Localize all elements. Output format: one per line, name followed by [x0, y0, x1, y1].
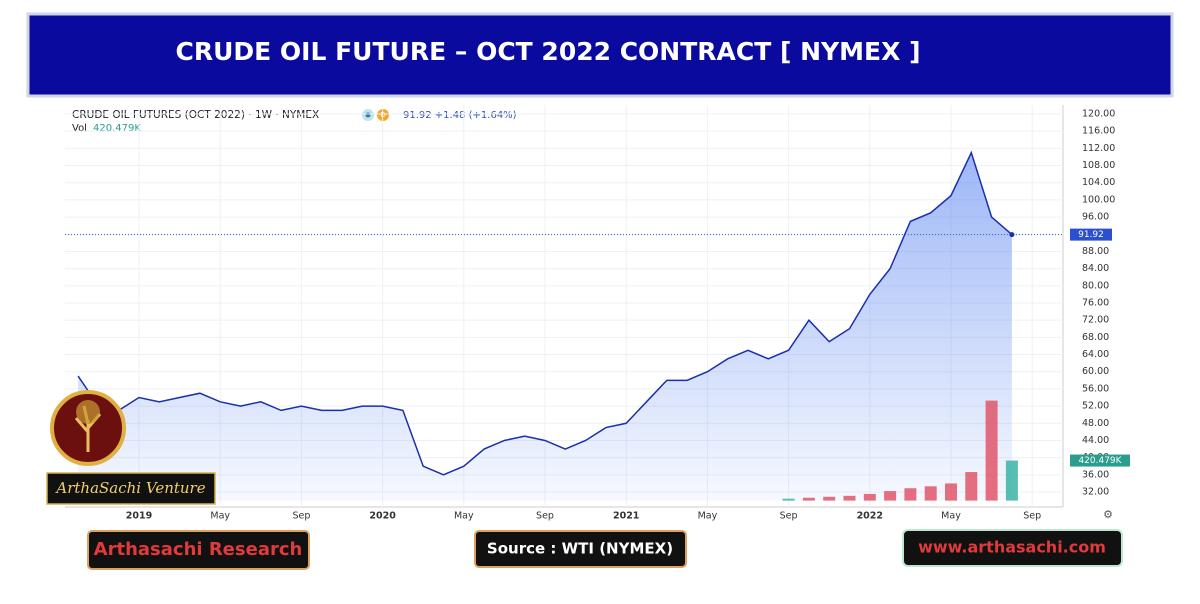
y-tick-label: 60.00: [1082, 366, 1109, 377]
volume-tag-label: 420.479K: [1078, 456, 1122, 466]
volume-bar: [782, 498, 795, 501]
y-tick-label: 32.00: [1082, 487, 1109, 498]
volume-text: 420.479K: [93, 123, 141, 134]
y-tick-label: 44.00: [1082, 435, 1109, 446]
plot: 32.0036.0040.0044.0048.0052.0056.0060.00…: [65, 105, 1130, 522]
price-line: [77, 150, 1013, 476]
logo-text: ArthaSachi Venture: [54, 479, 205, 497]
y-tick-label: 72.00: [1082, 315, 1109, 326]
volume-bar: [843, 495, 856, 501]
volume-bar: [945, 483, 957, 501]
volume-bar: [904, 488, 917, 501]
price-tag-label: 91.92: [1078, 230, 1104, 240]
y-tick-label: 48.00: [1082, 418, 1109, 429]
y-tick-label: 120.00: [1082, 108, 1115, 119]
y-tick-label: 112.00: [1082, 143, 1115, 154]
status-dot-inner: [365, 112, 371, 118]
x-tick-label: May: [454, 511, 474, 522]
y-tick-label: 68.00: [1082, 332, 1109, 343]
banner: [26, 12, 1174, 98]
y-tick-label: 56.00: [1082, 383, 1109, 394]
y-tick-label: 80.00: [1082, 280, 1109, 291]
y-tick-label: 100.00: [1082, 194, 1115, 205]
x-tick-label: Sep: [780, 511, 798, 522]
x-tick-label: 2021: [613, 511, 639, 522]
quote: 91.92 +1.48 (+1.64%): [403, 110, 517, 121]
last-point: [1009, 232, 1015, 238]
x-tick-label: Sep: [536, 511, 554, 522]
volume-title: Vol: [72, 123, 87, 134]
y-tick-label: 96.00: [1082, 212, 1109, 223]
y-tick-label: 104.00: [1082, 177, 1115, 188]
footer-center: Source : WTI (NYMEX): [487, 540, 673, 558]
footer-left: Arthasachi Research: [94, 539, 303, 560]
volume-bar: [985, 400, 998, 501]
y-tick-label: 108.00: [1082, 160, 1115, 171]
logo-tree: [74, 405, 102, 452]
banner-title: CRUDE OIL FUTURE – OCT 2022 CONTRACT [ N…: [175, 37, 920, 66]
y-tick-label: 64.00: [1082, 349, 1109, 360]
symbol: CRUDE OIL FUTURES (OCT 2022) · 1W · NYME…: [72, 109, 319, 121]
volume-bar: [884, 491, 897, 501]
y-tick-label: 76.00: [1082, 298, 1109, 309]
footer-left-box: [87, 530, 310, 570]
volume-bar: [863, 493, 876, 501]
x-tick-label: 2022: [857, 511, 883, 522]
area: [78, 152, 1012, 501]
x-tick-label: Sep: [1023, 511, 1041, 522]
x-tick-label: May: [941, 511, 961, 522]
y-tick-label: 84.00: [1082, 263, 1109, 274]
y-tick-label: 36.00: [1082, 469, 1109, 480]
x-tick-label: May: [698, 511, 718, 522]
x-tick-label: 2019: [126, 511, 152, 522]
volume-bar: [924, 486, 937, 501]
x-tick-label: Sep: [292, 511, 310, 522]
volume-bar: [823, 496, 836, 501]
volume-bar: [1005, 460, 1018, 501]
footer-center-box: [474, 530, 687, 568]
volume-bar: [802, 497, 815, 501]
footer-right: www.arthasachi.com: [918, 538, 1106, 557]
volume-tag: [1070, 454, 1130, 467]
logo-box: [46, 472, 216, 505]
volume-bar: [965, 472, 978, 501]
y-tick-label: 52.00: [1082, 401, 1109, 412]
price-tag: [1070, 228, 1112, 241]
logo-crown: [76, 400, 100, 424]
footer-right-box: [902, 529, 1123, 567]
y-tick-label: 116.00: [1082, 126, 1115, 137]
y-tick-label: 88.00: [1082, 246, 1109, 257]
x-tick-label: May: [210, 511, 230, 522]
settings-icon: ⚙: [1103, 508, 1113, 521]
x-tick-label: 2020: [369, 511, 396, 522]
